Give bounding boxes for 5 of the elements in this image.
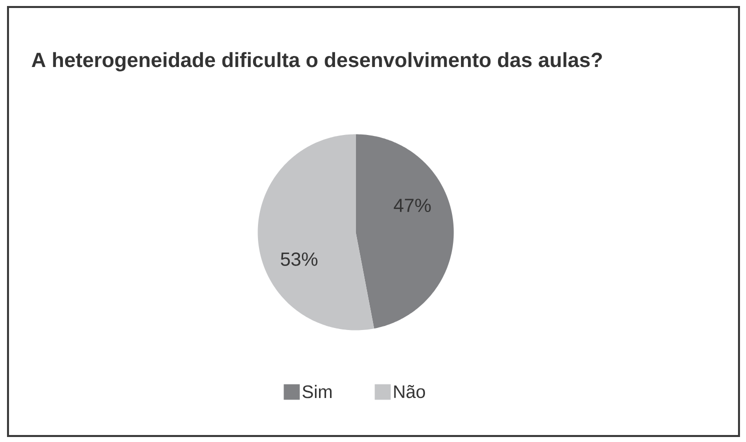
legend-label: Não (394, 385, 425, 398)
legend-label: Sim (302, 384, 332, 398)
chart-title: A heterogeneidade dificulta o desenvolvimento das aulas? (32, 52, 602, 72)
data-label: 47% (394, 198, 431, 212)
data-label: 53% (280, 252, 318, 266)
